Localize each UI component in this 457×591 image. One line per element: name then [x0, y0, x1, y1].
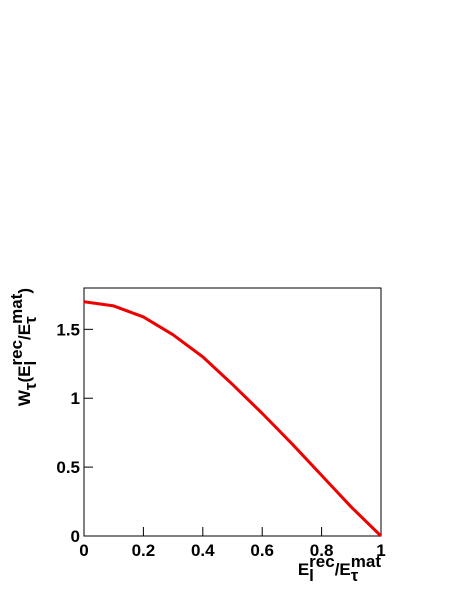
x-tick-label: 1	[376, 541, 385, 560]
x-axis-label-part: τ	[351, 566, 359, 585]
plot-frame	[83, 287, 382, 537]
y-axis-label-part: /E	[15, 324, 34, 340]
y-axis-label-part: τ	[21, 382, 40, 390]
y-axis-label-part: rec	[7, 340, 26, 366]
x-axis-label-part: /E	[335, 560, 351, 579]
line	[83, 300, 383, 538]
y-axis-label-part: l	[21, 361, 40, 366]
y-tick-label: 1.5	[56, 320, 80, 339]
x-axis-label-part: mat	[351, 552, 382, 571]
x-axis-label-part: E	[298, 560, 309, 579]
x-tick-label: 0.4	[191, 541, 215, 560]
y-tick-label: 0	[71, 527, 80, 546]
x-tick-label: 0.2	[132, 541, 156, 560]
x-tick-label: 0.8	[310, 541, 334, 560]
x-axis-label-part: l	[309, 566, 314, 585]
y-tick-label: 0.5	[56, 458, 80, 477]
y-axis-label-part: )	[15, 288, 34, 294]
x-tick-label: 0	[79, 541, 88, 560]
x-tick-label: 0.6	[250, 541, 274, 560]
x-axis-label-part: rec	[309, 552, 335, 571]
y-axis-label-part: W	[15, 389, 34, 406]
y-axis-label-part: τ	[21, 316, 40, 324]
y-tick-label: 1	[71, 389, 80, 408]
y-axis-label-part: (E	[15, 366, 34, 383]
y-axis-label-part: mat	[7, 293, 26, 324]
